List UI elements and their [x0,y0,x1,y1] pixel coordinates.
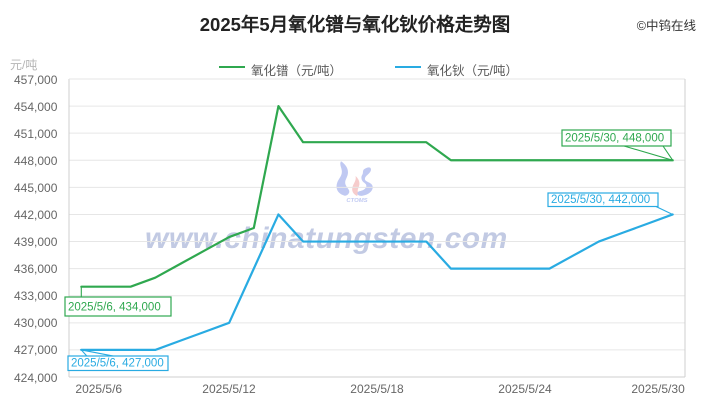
svg-text:2025/5/6, 434,000: 2025/5/6, 434,000 [68,302,161,314]
svg-text:2025/5/30, 442,000: 2025/5/30, 442,000 [551,194,650,206]
svg-text:2025/5/30, 448,000: 2025/5/30, 448,000 [565,133,664,145]
svg-text:2025/5/6, 427,000: 2025/5/6, 427,000 [71,358,164,370]
